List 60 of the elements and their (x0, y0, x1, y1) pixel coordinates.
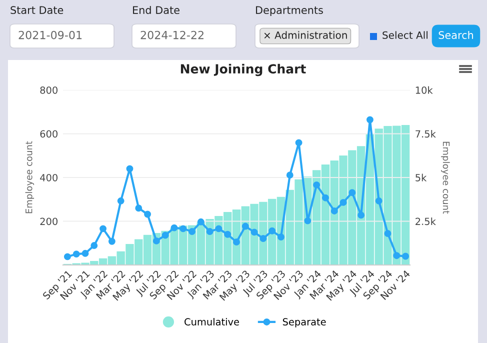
point (180, 225, 187, 232)
point (330, 207, 338, 214)
point (188, 228, 196, 236)
point (313, 181, 320, 188)
point (358, 212, 365, 219)
point (162, 232, 169, 239)
y2-tick-label: 5k (416, 174, 427, 182)
point (375, 197, 382, 204)
legend-label: Cumulative (184, 318, 239, 326)
y-axis-title: Employee count (25, 141, 34, 214)
y-tick-label: 600 (40, 130, 58, 138)
point (152, 237, 160, 244)
point (322, 194, 329, 202)
text: End Date (133, 6, 180, 14)
point (366, 116, 374, 124)
point (224, 230, 232, 238)
point (108, 238, 116, 245)
point (260, 235, 267, 242)
point (250, 228, 258, 236)
point (278, 234, 284, 240)
text: 2021-09-01 (18, 30, 82, 40)
point (170, 224, 178, 232)
point (295, 139, 302, 146)
text: Select All (382, 31, 428, 39)
chart-title: New Joining Chart (180, 64, 306, 76)
point (64, 253, 71, 260)
point (268, 227, 276, 234)
text: Search (438, 30, 474, 40)
text: Start Date (10, 6, 64, 14)
legend-label: Separate (282, 318, 326, 328)
point (233, 238, 240, 246)
point (393, 252, 400, 260)
point (90, 242, 98, 250)
point (135, 204, 142, 212)
text: 2024-12-22 (140, 30, 204, 40)
point (348, 189, 356, 196)
y2-tick-label: 2.5k (416, 218, 436, 226)
y-tick-label: 400 (40, 174, 58, 182)
text: Departments (256, 6, 323, 16)
text: × Administration (264, 31, 347, 39)
y-tick-label: 200 (40, 218, 58, 226)
point (126, 165, 134, 172)
y2-tick-label: 10k (416, 86, 433, 94)
point (340, 198, 347, 206)
point (304, 217, 312, 224)
point (286, 172, 294, 179)
point (82, 250, 89, 257)
point (72, 250, 80, 258)
y2-axis-title: Employee count (441, 142, 450, 214)
point (100, 225, 107, 232)
point (215, 225, 222, 232)
point (206, 228, 214, 236)
y-tick-label: 800 (40, 86, 58, 94)
point (144, 210, 151, 218)
point (402, 252, 410, 260)
point (117, 197, 124, 204)
point (384, 230, 392, 237)
point (197, 218, 204, 226)
y2-tick-label: 7.5k (416, 130, 436, 138)
point (242, 222, 249, 230)
